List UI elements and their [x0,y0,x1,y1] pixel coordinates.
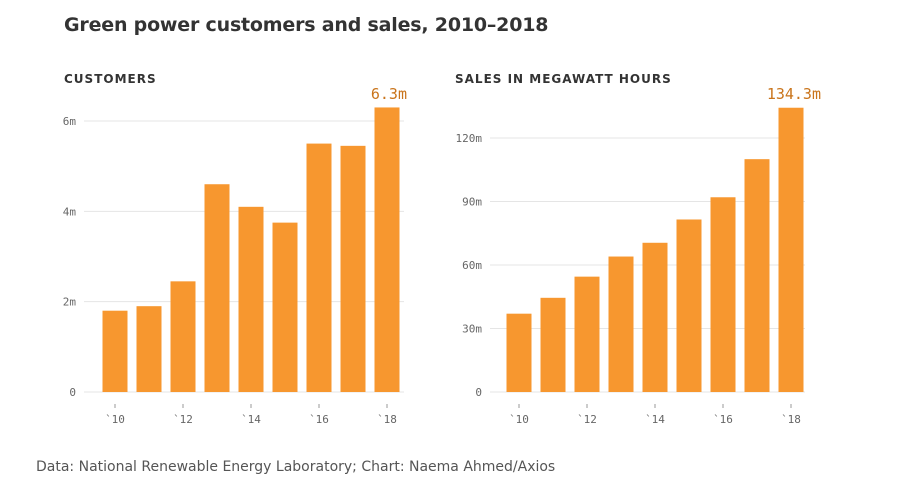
bar-2010 [506,313,532,392]
bar-2016 [306,143,332,392]
last-value-callout: 6.3m [371,85,407,103]
bar-2010 [102,310,128,392]
bar-2017 [744,159,770,392]
x-tick-label: `16 [713,413,733,426]
sales-chart: 0 30m 60m 90m 120m `10 `12 `14 `16 `18 134.3m [456,85,822,426]
bar-2012 [574,276,600,392]
last-value-callout: 134.3m [767,85,821,103]
bar-2018 [778,107,804,393]
x-tick-label: `18 [781,413,801,426]
bar-2011 [136,306,162,392]
x-tick-label: `12 [577,413,597,426]
y-tick-label: 2m [63,296,77,309]
y-tick-label: 6m [63,115,77,128]
y-tick-label: 60m [462,259,482,272]
x-tick-label: `10 [105,413,125,426]
bar-2014 [642,242,668,392]
y-tick-label: 120m [456,132,483,145]
source-note: Data: National Renewable Energy Laborato… [36,459,556,475]
x-tick-label: `16 [309,413,329,426]
x-tick-label: `14 [241,413,261,426]
bar-2013 [204,184,230,392]
y-tick-label: 4m [63,205,77,218]
x-tick-label: `18 [377,413,397,426]
bar-2017 [340,145,366,392]
bar-2018 [374,107,400,392]
x-tick-label: `12 [173,413,193,426]
bar-2016 [710,197,736,392]
bar-2011 [540,297,566,392]
chart-title: Green power customers and sales, 2010–20… [64,14,549,36]
bar-2015 [676,219,702,392]
y-tick-label: 0 [475,386,482,399]
bar-2015 [272,222,298,392]
bar-2014 [238,206,264,392]
customers-chart-title: CUSTOMERS [64,72,157,86]
bar-2013 [608,256,634,392]
bar-2012 [170,281,196,392]
y-tick-label: 90m [462,196,482,209]
customers-chart: 0 2m 4m 6m `10 `12 `14 `16 `18 6.3m [63,85,407,426]
x-tick-label: `14 [645,413,665,426]
y-tick-label: 0 [69,386,76,399]
y-tick-label: 30m [462,323,482,336]
sales-chart-title: SALES IN MEGAWATT HOURS [455,72,672,86]
x-tick-label: `10 [509,413,529,426]
